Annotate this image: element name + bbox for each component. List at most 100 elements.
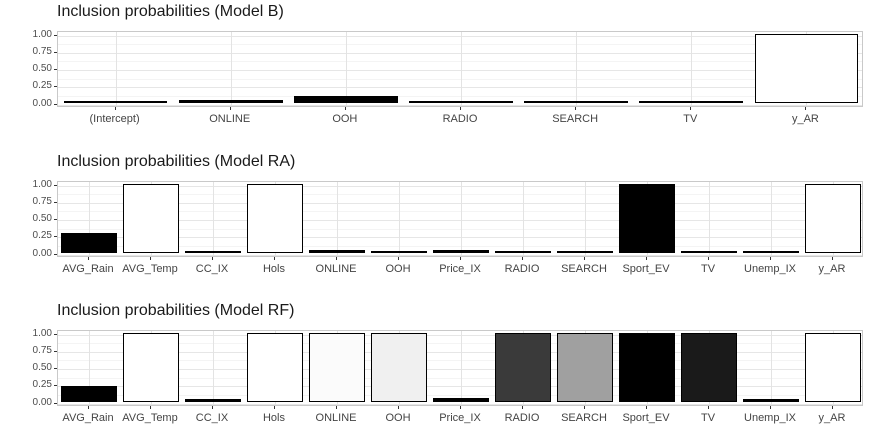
x-axis-tick-mark [274,406,275,409]
chart-title-model-b: Inclusion probabilities (Model B) [57,3,284,20]
bar-unemp-ix [743,250,799,253]
x-axis-tick-mark [770,257,771,260]
major-gridline [58,104,862,106]
major-gridline [58,386,862,388]
x-axis-tick-mark [584,257,585,260]
y-axis-tick-mark [54,350,57,352]
bar-y-ar [754,33,859,103]
y-axis-tick-label: 0.75 [32,195,52,207]
plot-panel-model-b [57,31,863,107]
x-axis-tick-mark [460,406,461,409]
category-gridline [771,182,772,256]
x-axis-tick-mark [690,107,692,110]
bar-y-ar [805,183,861,253]
plot-panel-model-ra [57,181,863,257]
minor-gridline [58,377,862,379]
minor-gridline [58,194,862,196]
x-axis-tick-mark [229,107,231,110]
x-axis-tick-mark [336,257,337,260]
y-axis-tick-mark [54,402,57,404]
x-axis-label-tv: TV [700,412,716,424]
x-axis-label-ooh: OOH [332,113,358,125]
bar-avg-temp [123,332,179,402]
major-gridline [58,403,862,405]
y-axis-tick-mark [54,69,57,70]
x-axis-tick-mark [646,257,647,260]
x-axis-tick-mark [646,406,647,409]
x-axis-label-unemp-ix: Unemp_IX [744,412,796,424]
category-gridline [230,32,232,106]
x-axis-tick-mark [460,257,461,260]
category-gridline [115,32,117,106]
major-gridline [58,70,862,71]
bar-sport-ev [619,332,675,402]
y-axis-tick-mark [54,86,57,88]
x-axis-label-online: ONLINE [315,412,357,424]
x-axis-label-y-ar: y_AR [818,263,846,275]
minor-gridline [58,61,862,63]
bar-search [557,250,613,253]
x-axis-label-online: ONLINE [315,263,357,275]
x-axis-label-radio: RADIO [504,263,540,275]
category-gridline [576,32,578,106]
category-gridline [345,32,347,106]
plot-panel-model-rf [57,330,863,406]
y-axis-tick-label: 0.50 [32,213,52,224]
category-gridline [461,182,462,256]
minor-gridline [58,228,862,230]
major-gridline [58,87,862,89]
y-axis-tick-label: 0.00 [32,396,52,408]
y-axis-tick-mark [54,333,57,335]
x-axis-tick-mark [150,257,151,260]
y-axis-tick-label: 1.00 [32,327,52,339]
x-axis-tick-mark [398,406,399,409]
minor-gridline [58,360,862,362]
bar-cc-ix [185,250,241,253]
x-axis-tick-mark [336,406,337,409]
x-axis-tick-mark [398,257,399,260]
category-gridline [461,32,462,106]
category-gridline [399,182,400,256]
major-gridline [58,237,862,239]
minor-gridline [58,211,862,213]
x-axis-label-unemp-ix: Unemp_IX [744,263,796,275]
x-axis-label-sport-ev: Sport_EV [622,263,670,275]
bar-hols [247,332,303,402]
x-axis-label-tv: TV [700,263,716,275]
major-gridline [58,369,862,370]
y-axis-tick-label: 0.25 [32,230,52,242]
bar-radio [495,332,551,402]
bar-ooh [371,332,427,402]
x-axis-label-hols: Hols [262,412,286,424]
y-axis-tick-label: 1.00 [32,178,52,190]
bar-search [524,100,628,103]
x-axis-label-avg-rain: AVG_Rain [62,263,114,275]
major-gridline [58,351,862,353]
bar-online [309,332,365,402]
y-axis-tick-mark [54,34,57,36]
x-axis-tick-mark [770,406,771,409]
y-axis-tick-mark [54,368,57,369]
bar-tv [681,332,737,402]
y-axis-tick-label: 0.00 [32,97,52,109]
x-axis-label-cc-ix: CC_IX [195,263,229,275]
x-axis-label-search: SEARCH [561,263,607,275]
category-gridline [89,331,90,405]
x-axis-tick-mark [88,257,89,260]
bar-online [309,249,365,253]
bar-cc-ix [185,399,241,402]
y-axis-tick-mark [54,51,57,53]
x-axis-label-avg-temp: AVG_Temp [122,412,178,424]
x-axis-tick-mark [274,257,275,260]
major-gridline [58,52,862,54]
category-gridline [585,182,586,256]
category-gridline [89,182,90,256]
bar-ooh [294,95,398,103]
x-axis-tick-mark [150,406,151,409]
x-axis-label-intercept: (Intercept) [89,113,140,125]
minor-gridline [58,245,862,247]
bar-avg-rain [61,233,117,253]
x-axis-label-avg-temp: AVG_Temp [122,263,178,275]
x-axis-tick-mark [805,107,807,110]
